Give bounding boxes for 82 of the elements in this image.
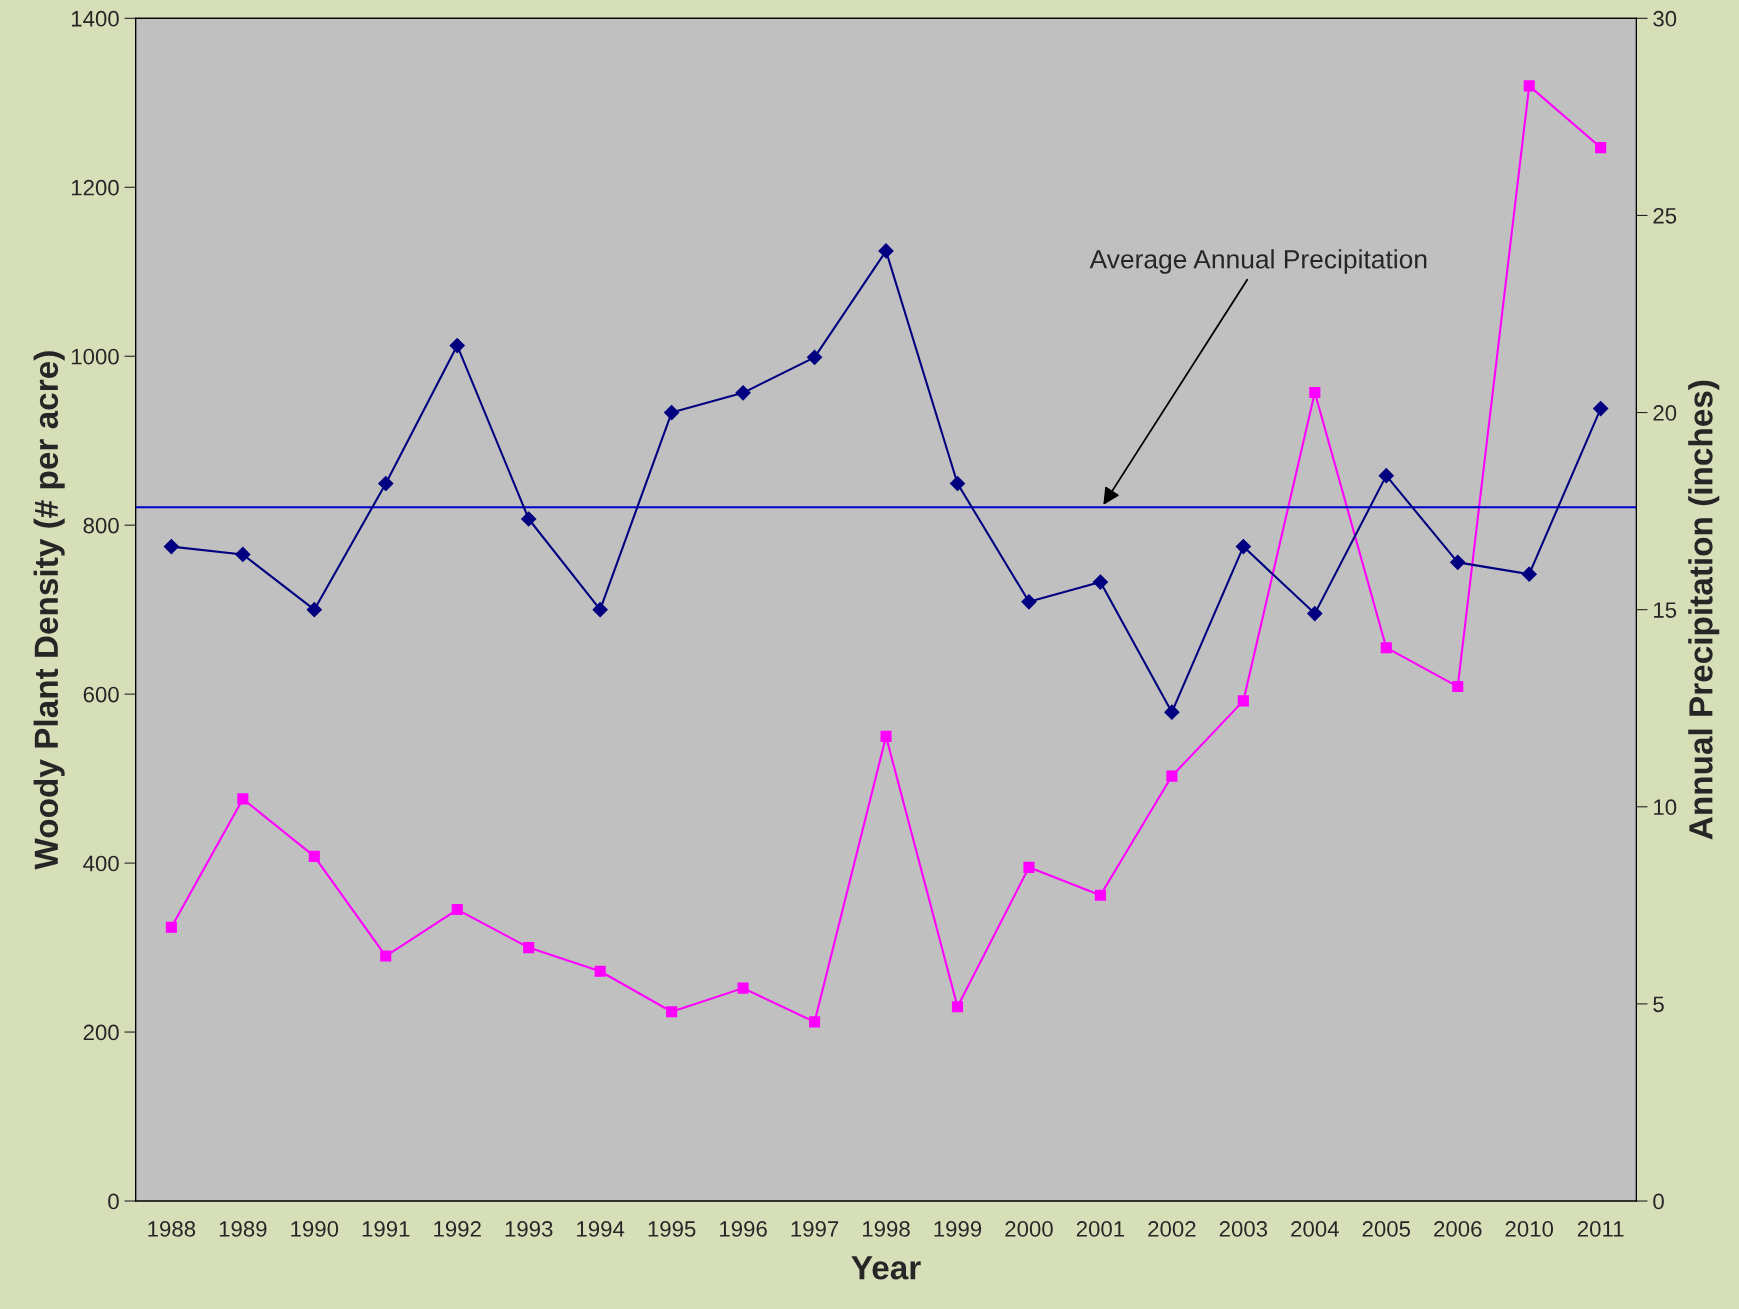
- x-tick-label: 1993: [505, 1221, 553, 1237]
- point: [380, 950, 392, 962]
- point: [1309, 387, 1321, 399]
- point: [1452, 680, 1464, 693]
- x-tick-label: 1992: [434, 1221, 481, 1237]
- y-tick-label: 800: [83, 517, 119, 534]
- x-tick-label: 1990: [291, 1221, 339, 1237]
- point: [521, 511, 537, 527]
- x-tick-label: 1999: [934, 1221, 982, 1237]
- x-tick-label: 1995: [648, 1221, 696, 1237]
- x-tick-label: 2006: [1434, 1221, 1482, 1237]
- y2-tick-label: 15: [1654, 602, 1677, 618]
- x-tick-label: 2011: [1577, 1221, 1624, 1237]
- x-tick-label: 2003: [1219, 1221, 1268, 1237]
- x-tick-label: 2005: [1362, 1221, 1411, 1237]
- point: [880, 730, 892, 742]
- point: [308, 850, 320, 862]
- y2-tick-label: 5: [1653, 996, 1664, 1013]
- point: [1021, 594, 1037, 610]
- point: [666, 1006, 678, 1018]
- point: [378, 475, 394, 492]
- x-tick-label: 2000: [1005, 1221, 1053, 1237]
- point: [951, 1001, 964, 1013]
- x-tick-label: 1989: [219, 1221, 267, 1237]
- y-tick-label: 1200: [71, 179, 119, 196]
- point: [1237, 695, 1249, 707]
- point: [1450, 554, 1466, 570]
- point: [1593, 401, 1609, 417]
- point: [878, 243, 894, 259]
- y-tick-label: 1400: [71, 10, 119, 27]
- y2-tick-label: 30: [1653, 10, 1677, 27]
- y-tick-label: 400: [83, 855, 119, 872]
- y2-tick-label: 10: [1654, 799, 1677, 816]
- point: [949, 475, 966, 492]
- point: [449, 337, 465, 354]
- y-tick-label: 200: [83, 1024, 119, 1041]
- point: [451, 904, 463, 916]
- x-axis-title: Year: [851, 1256, 921, 1280]
- point: [735, 385, 751, 401]
- point: [163, 539, 179, 555]
- point: [1023, 861, 1035, 873]
- point: [1094, 889, 1106, 901]
- point: [165, 921, 177, 933]
- x-tick-label: 2001: [1076, 1221, 1125, 1237]
- x-tick-label: 2004: [1291, 1221, 1339, 1237]
- point: [737, 982, 749, 994]
- point: [1595, 142, 1607, 154]
- point: [237, 793, 249, 805]
- point: [1092, 574, 1108, 590]
- x-tick-label: 1997: [791, 1221, 839, 1237]
- x-tick-label: 1988: [148, 1221, 196, 1237]
- x-tick-label: 1996: [720, 1221, 767, 1237]
- point: [1521, 566, 1537, 582]
- point: [235, 546, 251, 563]
- point: [1380, 642, 1392, 654]
- point: [306, 602, 322, 618]
- y2-tick-label: 20: [1653, 405, 1677, 421]
- y-tick-label: 1000: [71, 348, 119, 365]
- point: [808, 1016, 821, 1028]
- point: [806, 349, 823, 365]
- x-tick-label: 1998: [863, 1221, 910, 1237]
- y-tick-label: 600: [83, 686, 119, 703]
- y2-tick-label: 0: [1653, 1193, 1664, 1210]
- point: [592, 602, 608, 618]
- point: [1235, 539, 1251, 555]
- y2-axis-title: Annual Precipitation (inches): [1688, 380, 1720, 840]
- ref-line-label: Average Annual Precipitation: [1089, 249, 1427, 274]
- point: [1164, 704, 1180, 720]
- x-tick-label: 1991: [362, 1221, 410, 1237]
- point: [1166, 770, 1178, 782]
- y-tick-label: 0: [108, 1193, 119, 1210]
- point: [594, 965, 606, 977]
- point: [523, 942, 535, 954]
- y2-tick-label: 25: [1653, 207, 1677, 224]
- point: [1307, 606, 1323, 622]
- point: [1378, 468, 1394, 484]
- point: [1523, 80, 1535, 92]
- point: [664, 404, 680, 421]
- x-tick-label: 2002: [1148, 1221, 1196, 1237]
- x-tick-label: 2010: [1505, 1221, 1554, 1237]
- x-tick-label: 1994: [577, 1221, 625, 1237]
- y-axis-title: Woody Plant Density (# per acre): [33, 351, 65, 870]
